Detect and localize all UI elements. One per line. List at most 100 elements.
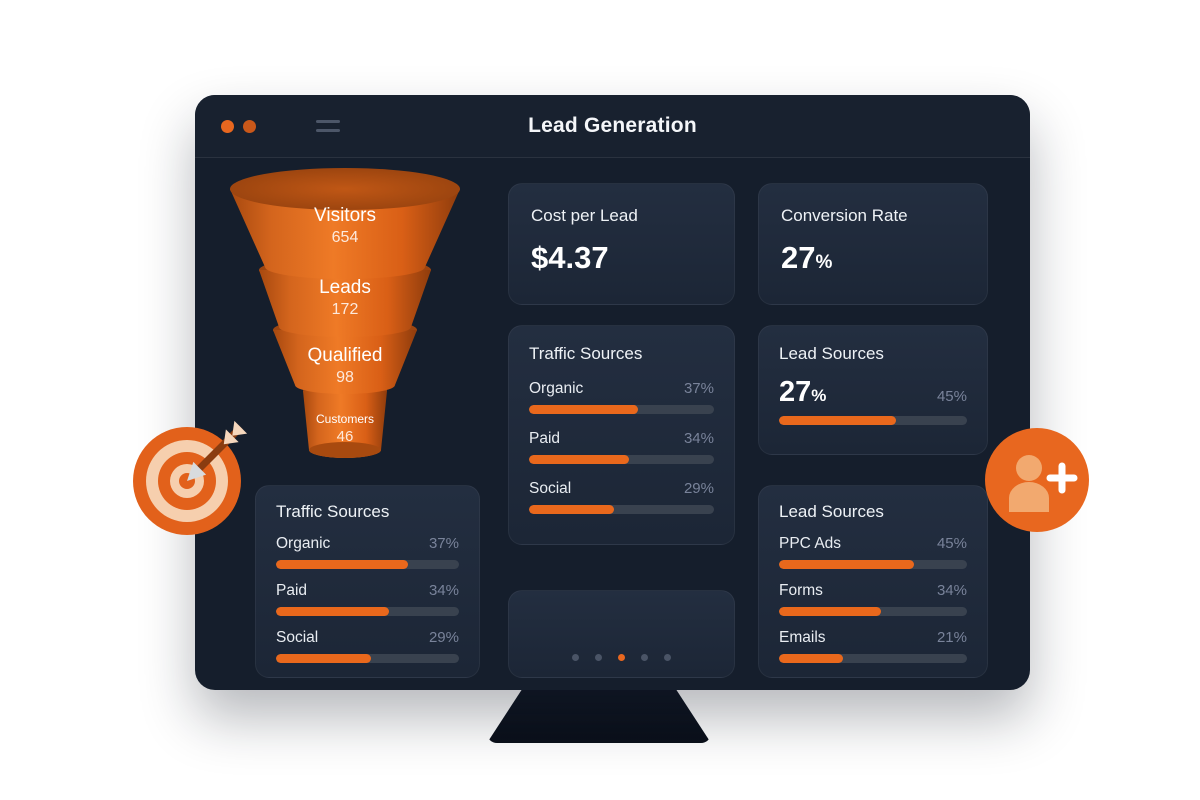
- conversion-rate-value: 27%: [781, 240, 965, 276]
- funnel-stage-qualified: Qualified 98: [225, 345, 465, 387]
- funnel-stage-label: Qualified: [307, 345, 383, 366]
- cost-per-lead-value: $4.37: [531, 240, 609, 275]
- progress-fill: [276, 654, 372, 663]
- metric-label: Paid: [276, 582, 308, 599]
- card-title: Traffic Sources: [276, 502, 390, 521]
- window-control-dots[interactable]: [221, 119, 256, 133]
- progress-fill: [779, 416, 896, 425]
- add-user-icon: [985, 428, 1089, 532]
- funnel-stage-leads: Leads 172: [225, 277, 465, 319]
- monitor-stand: [487, 688, 711, 743]
- metric-percent: 37%: [683, 380, 714, 397]
- metric-row: Paid 34%: [276, 582, 459, 616]
- summary-line: 27% 45%: [779, 376, 967, 409]
- progress-track: [529, 405, 714, 414]
- metric-row: Emails 21%: [779, 629, 967, 663]
- funnel-stage-value: 98: [336, 368, 354, 386]
- progress-fill: [529, 505, 615, 514]
- metric-percent: 45%: [936, 388, 967, 405]
- pagination-dot[interactable]: [664, 654, 671, 661]
- progress-track: [779, 654, 967, 663]
- card-title: Cost per Lead: [531, 206, 638, 225]
- metric-label: Social: [529, 480, 572, 497]
- progress-fill: [779, 607, 881, 616]
- progress-track: [779, 607, 967, 616]
- plus-icon: [1046, 462, 1078, 494]
- metric-row: Organic 37%: [276, 535, 459, 569]
- pagination-dot[interactable]: [618, 654, 625, 661]
- metric-label: Organic: [276, 535, 331, 552]
- conversion-rate-card: Conversion Rate 27%: [758, 183, 988, 305]
- metric-row: Paid 34%: [529, 430, 714, 464]
- metric-percent: 45%: [936, 535, 967, 552]
- page-title: Lead Generation: [528, 114, 697, 137]
- metric-label: Organic: [529, 380, 584, 397]
- titlebar: Lead Generation: [195, 95, 1030, 158]
- metric-percent: 37%: [428, 535, 459, 552]
- card-title: Lead Sources: [779, 344, 884, 363]
- menu-icon[interactable]: [316, 120, 340, 132]
- funnel-stage-label: Customers: [315, 412, 374, 426]
- metric-label: Social: [276, 629, 319, 646]
- progress-track: [529, 505, 714, 514]
- funnel-stage-visitors: Visitors 654: [225, 205, 465, 247]
- metric-label: Paid: [529, 430, 561, 447]
- progress-track: [276, 654, 459, 663]
- target-dart-icon: [133, 420, 248, 535]
- lead-sources-unit: %: [811, 386, 827, 405]
- progress-track: [276, 607, 459, 616]
- window-dot-icon[interactable]: [243, 119, 256, 133]
- metric-row: Social 29%: [529, 480, 714, 514]
- card-title: Lead Sources: [779, 502, 884, 521]
- lead-sources-card: Lead Sources PPC Ads 45% Forms 34% Email…: [758, 485, 988, 678]
- conversion-number: 27: [781, 240, 816, 275]
- progress-fill: [529, 405, 639, 414]
- metric-row: PPC Ads 45%: [779, 535, 967, 569]
- progress-track: [779, 416, 967, 425]
- progress-fill: [779, 560, 915, 569]
- card-title: Conversion Rate: [781, 206, 908, 225]
- lead-sources-value: 27%: [779, 376, 826, 409]
- lead-sources-number: 27: [779, 376, 812, 408]
- progress-track: [779, 560, 967, 569]
- cost-per-lead-card: Cost per Lead $4.37: [508, 183, 735, 305]
- metric-percent: 34%: [683, 430, 714, 447]
- metric-row: Social 29%: [276, 629, 459, 663]
- metric-row: Forms 34%: [779, 582, 967, 616]
- traffic-sources-card-left: Traffic Sources Organic 37% Paid 34% Soc…: [255, 485, 480, 678]
- metric-label: Forms: [779, 582, 823, 599]
- funnel-stage-customers: Customers 46: [225, 412, 465, 445]
- progress-fill: [529, 455, 629, 464]
- metric-percent: 34%: [428, 582, 459, 599]
- progress-track: [276, 560, 459, 569]
- metric-percent: 29%: [428, 629, 459, 646]
- lead-sources-summary-card: Lead Sources 27% 45%: [758, 325, 988, 455]
- funnel-stage-value: 172: [331, 300, 359, 318]
- funnel-stage-label: Leads: [319, 277, 371, 298]
- window-dot-icon[interactable]: [221, 119, 234, 133]
- app-window: Lead Generation: [195, 95, 1030, 690]
- progress-fill: [276, 607, 390, 616]
- progress-track: [529, 455, 714, 464]
- pagination-dot[interactable]: [641, 654, 648, 661]
- card-title: Traffic Sources: [529, 344, 643, 363]
- pagination-dot[interactable]: [595, 654, 602, 661]
- funnel-graphic: [230, 168, 460, 458]
- conversion-unit: %: [815, 252, 833, 273]
- funnel-stage-value: 654: [331, 228, 359, 246]
- metric-label: PPC Ads: [779, 535, 842, 552]
- metric-row: Organic 37%: [529, 380, 714, 414]
- progress-fill: [276, 560, 408, 569]
- lead-funnel-chart: Visitors 654 Leads 172 Qualified 98 Cust…: [225, 167, 465, 472]
- funnel-stage-label: Visitors: [314, 205, 376, 226]
- carousel-card: [508, 590, 735, 678]
- pagination-dots: [572, 654, 671, 661]
- metric-label: Emails: [779, 629, 826, 646]
- funnel-stage-value: 46: [336, 427, 354, 445]
- metric-percent: 21%: [936, 629, 967, 646]
- progress-fill: [779, 654, 843, 663]
- pagination-dot[interactable]: [572, 654, 579, 661]
- metric-percent: 34%: [936, 582, 967, 599]
- metric-percent: 29%: [683, 480, 714, 497]
- traffic-sources-card-middle: Traffic Sources Organic 37% Paid 34% Soc…: [508, 325, 735, 545]
